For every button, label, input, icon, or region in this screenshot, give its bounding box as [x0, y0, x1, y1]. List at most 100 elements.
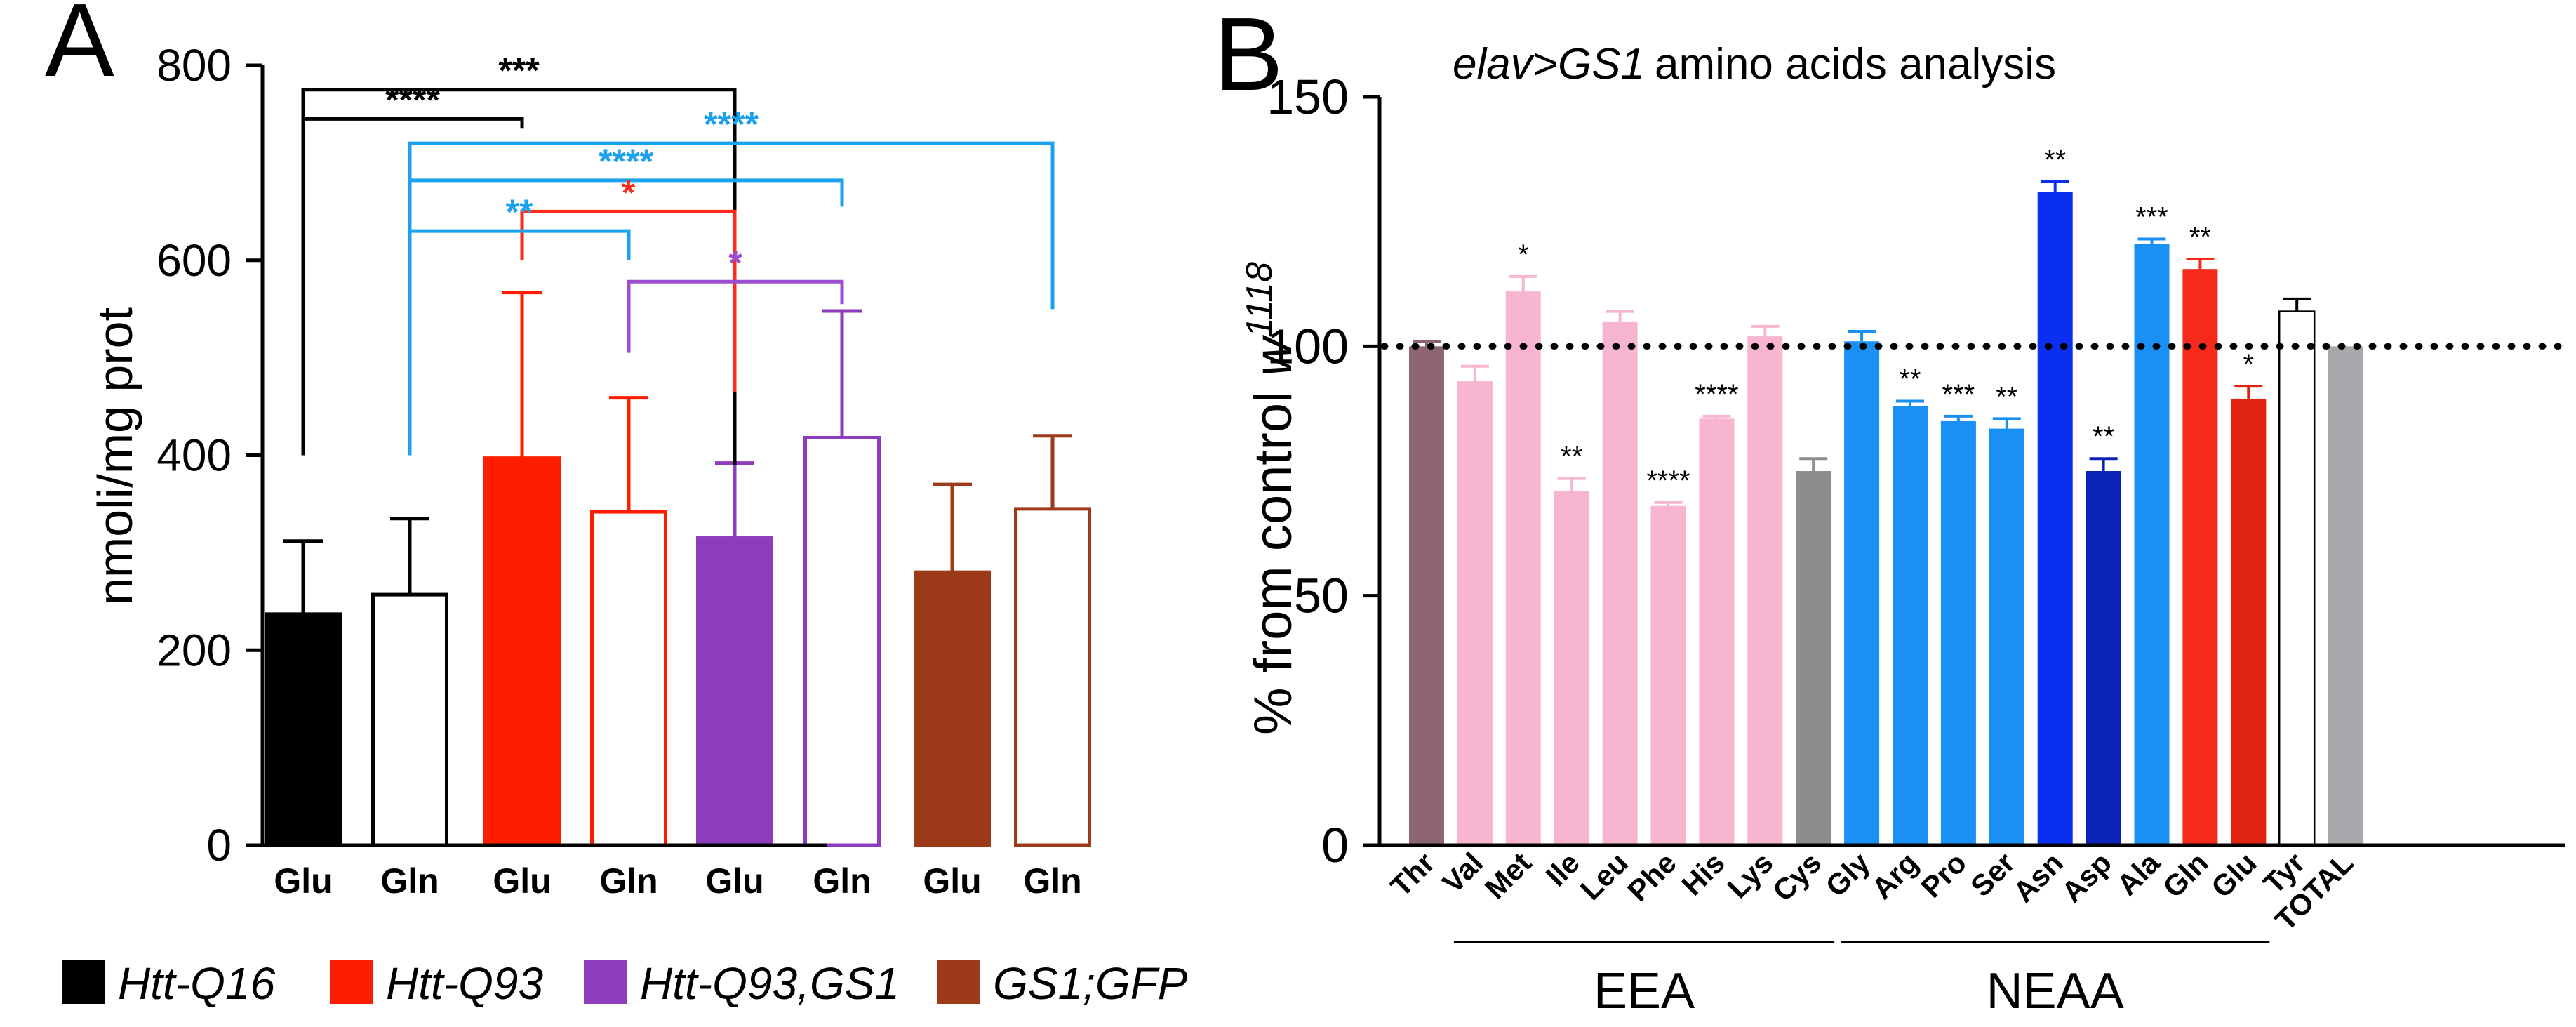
bar-htt-q16-gln	[371, 592, 448, 847]
bar-htt-q93-gs1-glu	[696, 536, 773, 847]
y-tick-label: 400	[156, 430, 232, 481]
panel-b: B elav>GS1 amino acids analysis 0 50 100 150…	[1214, 0, 2565, 1019]
x-tick-label: Gln	[380, 861, 439, 901]
bar-cys	[1796, 471, 1831, 845]
x-tick-label: Ser	[1964, 846, 2021, 903]
y-tick-label: 600	[156, 235, 232, 286]
legend-swatch	[584, 960, 627, 1004]
significance-label: ****	[1646, 465, 1690, 496]
panel-b-label: B	[1214, 0, 1283, 112]
panel-b-y-ticks: 0 50 100 150	[1267, 69, 1380, 873]
bar-total	[2328, 346, 2363, 845]
x-tick-label: Thr	[1384, 846, 1441, 903]
x-tick-label: Gln	[1023, 861, 1081, 901]
group-label: NEAA	[1987, 963, 2124, 1019]
panel-a-significance-brackets: *******************	[301, 51, 1055, 465]
bar-ile	[1554, 491, 1589, 845]
x-tick-label: Glu	[274, 861, 332, 901]
significance-bracket	[301, 117, 524, 456]
significance-label: ****	[1695, 379, 1738, 410]
significance-label: ****	[599, 142, 653, 181]
x-tick-label: Glu	[493, 861, 551, 901]
x-tick-label: Met	[1479, 846, 1537, 905]
legend-swatch	[937, 960, 980, 1004]
y-tick-label: 800	[156, 40, 232, 91]
bar-gs1-gfp-glu	[914, 570, 991, 847]
bar-htt-q93-glu	[483, 456, 561, 847]
legend-label: Htt-Q16	[118, 958, 275, 1009]
panel-b-title-text: amino acids analysis	[1655, 40, 2056, 88]
x-tick-label: Cys	[1766, 846, 1828, 908]
bar-arg	[1893, 406, 1928, 845]
significance-label: ****	[385, 80, 440, 119]
x-tick-label: Glu	[923, 861, 981, 901]
significance-label: ****	[704, 105, 759, 144]
significance-label: *	[622, 173, 636, 212]
significance-label: **	[506, 192, 533, 232]
panel-b-group-labels: EEA NEAA	[1453, 941, 2270, 1019]
significance-label: **	[1899, 364, 1921, 395]
panel-b-significance-labels: *********** ** *** ************	[1518, 145, 2254, 496]
panel-b-y-axis-label-text: % from control	[1243, 376, 1303, 735]
bar-lys	[1747, 336, 1783, 845]
significance-bracket	[301, 88, 737, 465]
bar-leu	[1602, 321, 1638, 845]
bar-gs1-gfp-gln	[1014, 507, 1091, 847]
bar-ser	[1989, 428, 2024, 845]
panel-a-y-ticks: 0 200 400 600 800	[156, 40, 262, 870]
y-tick-label: 50	[1294, 569, 1349, 623]
x-tick-label: Asn	[2007, 846, 2069, 908]
legend-swatch	[330, 960, 373, 1004]
y-tick-label: 200	[156, 625, 232, 675]
panel-b-bars	[1409, 192, 2363, 847]
legend-label: Htt-Q93	[386, 958, 543, 1009]
x-tick-label: Lys	[1721, 846, 1779, 904]
significance-label: *	[2243, 349, 2255, 380]
panel-a-y-axis-label: nmoli/mg prot	[88, 307, 142, 605]
bar-thr	[1409, 346, 1444, 845]
x-tick-label: Phe	[1621, 846, 1683, 908]
x-tick-label: Glu	[705, 861, 763, 901]
significance-bracket	[408, 141, 1055, 456]
bar-gln	[2182, 269, 2218, 845]
significance-label: **	[1996, 381, 2017, 412]
significance-label: **	[2189, 222, 2211, 253]
bar-htt-q16-glu	[265, 612, 342, 847]
significance-label: **	[2093, 421, 2114, 452]
significance-bracket	[627, 279, 844, 353]
panel-a-label: A	[45, 0, 114, 98]
x-tick-label: Gly	[1819, 846, 1876, 903]
legend-label: GS1;GFP	[993, 958, 1188, 1009]
x-tick-label: Gln	[599, 861, 658, 901]
panel-b-error-bars	[1413, 180, 2311, 506]
x-tick-label: Leu	[1574, 846, 1634, 906]
bar-asn	[2037, 192, 2073, 845]
panel-a-legend: Htt-Q16 Htt-Q93 Htt-Q93,GS1 GS1;GFP	[62, 958, 1188, 1009]
bar-tyr	[2278, 310, 2316, 847]
legend-label: Htt-Q93,GS1	[640, 958, 900, 1009]
significance-bracket	[520, 209, 737, 392]
bar-glu	[2231, 398, 2267, 845]
bar-his	[1699, 418, 1735, 845]
y-tick-label: 0	[1321, 818, 1349, 873]
panel-b-y-axis-label: % from control w1118	[1239, 262, 1303, 735]
y-tick-label: 0	[206, 820, 232, 870]
bar-phe	[1650, 505, 1686, 845]
x-tick-label: Asp	[2055, 846, 2118, 908]
significance-label: ***	[498, 51, 540, 91]
bar-htt-q93-gs1-gln	[803, 436, 881, 847]
bar-met	[1505, 291, 1541, 845]
bar-htt-q93-gln	[590, 510, 667, 847]
panel-b-y-axis-label-strain: w	[1243, 335, 1303, 376]
significance-bracket	[408, 229, 631, 456]
significance-bracket	[408, 178, 844, 456]
panel-b-title-genotype: elav>GS1	[1453, 40, 1645, 88]
panel-b-title: elav>GS1 amino acids analysis	[1453, 40, 2056, 88]
x-tick-label: Ala	[2110, 846, 2166, 902]
bar-pro	[1940, 420, 1976, 845]
bar-asp	[2086, 471, 2121, 845]
panel-a-x-tick-labels: Glu Gln Glu Gln Glu Gln Glu Gln	[274, 861, 1081, 901]
significance-label: *	[728, 243, 742, 282]
